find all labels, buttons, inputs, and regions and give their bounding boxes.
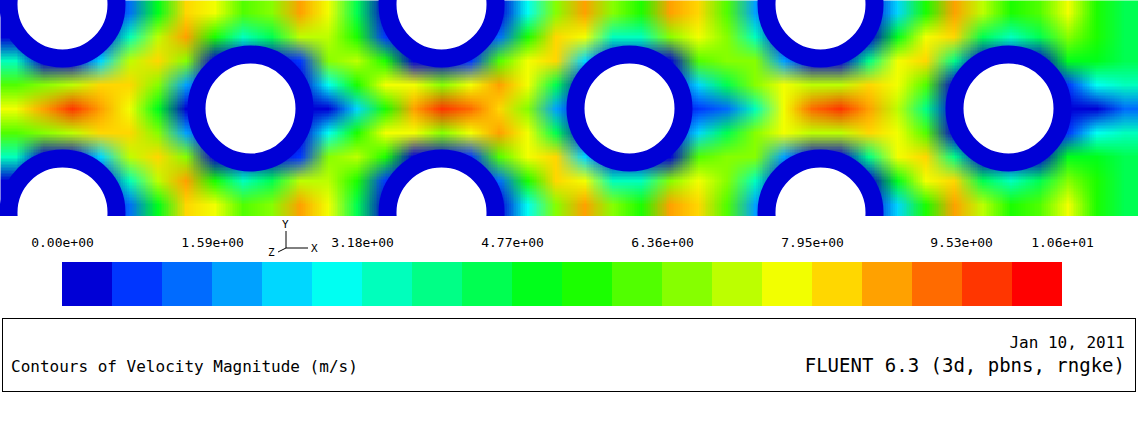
svg-text:6.36e+00: 6.36e+00 [631, 235, 694, 250]
svg-text:X: X [311, 242, 318, 255]
html-text:FLUENT 6.3 (3d, pbns, rngke): FLUENT 6.3 (3d, pbns, rngke) [804, 354, 1125, 376]
svg-text:1.59e+00: 1.59e+00 [181, 235, 244, 250]
svg-text:Y: Y [282, 218, 289, 231]
svg-text:7.95e+00: 7.95e+00 [781, 235, 844, 250]
html-text:Jan 10, 2011: Jan 10, 2011 [1009, 333, 1125, 352]
svg-text:0.00e+00: 0.00e+00 [31, 235, 94, 250]
svg-text:9.53e+00: 9.53e+00 [930, 235, 993, 250]
svg-text:1.06e+01: 1.06e+01 [1031, 235, 1094, 250]
svg-text:3.18e+00: 3.18e+00 [331, 235, 394, 250]
svg-text:Z: Z [268, 246, 275, 258]
svg-text:4.77e+00: 4.77e+00 [481, 235, 544, 250]
html-text:Contours of Velocity Magnitude: Contours of Velocity Magnitude (m/s) [11, 357, 358, 376]
